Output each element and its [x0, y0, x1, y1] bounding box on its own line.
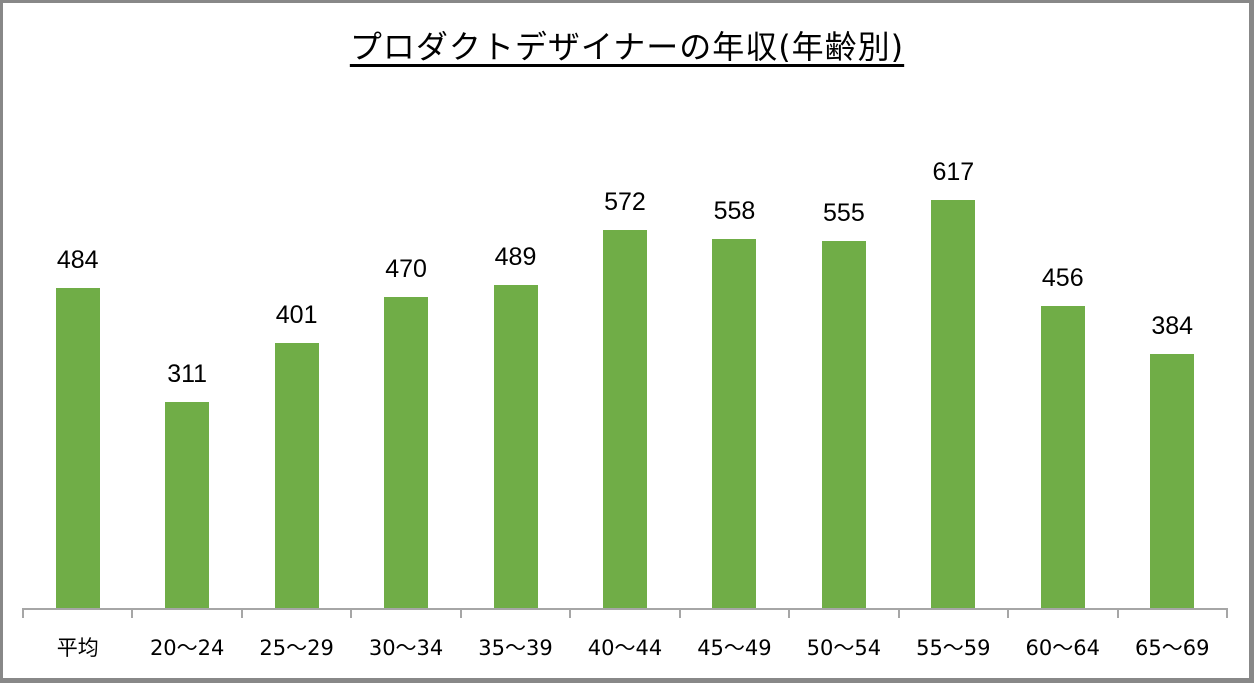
x-axis-tick: [897, 608, 900, 618]
bar: [1040, 306, 1085, 608]
x-axis-tick: [678, 608, 681, 618]
category-label: 20〜24: [149, 636, 225, 660]
x-axis-tick: [350, 608, 353, 618]
x-axis-tick: [131, 608, 134, 618]
bar: [602, 229, 647, 608]
bar: [493, 284, 538, 608]
category-label: 平均: [56, 636, 99, 660]
category-label: 65〜69: [1134, 636, 1210, 660]
data-label: 470: [385, 255, 427, 284]
category-label: 60〜64: [1025, 636, 1100, 660]
x-axis-tick: [22, 608, 24, 618]
bar: [931, 200, 976, 608]
bar: [384, 297, 429, 608]
chart-title-text: プロダクトデザイナーの年収(年齢別): [349, 28, 905, 66]
bar: [165, 402, 210, 608]
data-label: 456: [1041, 264, 1084, 293]
x-axis-tick: [1007, 608, 1010, 618]
x-axis-tick: [788, 608, 791, 618]
data-label: 558: [713, 197, 756, 225]
category-label: 25〜29: [259, 636, 334, 660]
bar: [55, 287, 100, 608]
data-label: 484: [56, 245, 99, 274]
data-label: 617: [932, 158, 975, 186]
category-label: 45〜49: [697, 636, 772, 660]
data-label: 384: [1151, 312, 1194, 341]
category-label: 50〜54: [806, 636, 882, 660]
x-axis-tick: [240, 608, 243, 618]
data-label: 572: [604, 187, 646, 216]
category-label: 55〜59: [916, 636, 991, 660]
x-axis-tick: [1116, 608, 1119, 618]
data-label: 311: [167, 360, 208, 389]
category-label: 35〜39: [478, 636, 553, 660]
bar: [821, 240, 866, 608]
bar: [1150, 354, 1195, 608]
x-axis-tick: [459, 608, 462, 618]
category-label: 30〜34: [368, 636, 444, 660]
chart-title: プロダクトデザイナーの年収(年齢別): [0, 22, 1254, 68]
data-label: 401: [275, 300, 318, 329]
bar: [274, 342, 319, 608]
x-axis-tick: [569, 608, 572, 618]
data-label: 489: [494, 242, 537, 271]
category-label: 40〜44: [587, 636, 663, 660]
x-axis: [23, 608, 1227, 610]
data-label: 555: [823, 198, 865, 227]
x-axis-tick: [1225, 608, 1228, 618]
bar: [712, 239, 757, 608]
